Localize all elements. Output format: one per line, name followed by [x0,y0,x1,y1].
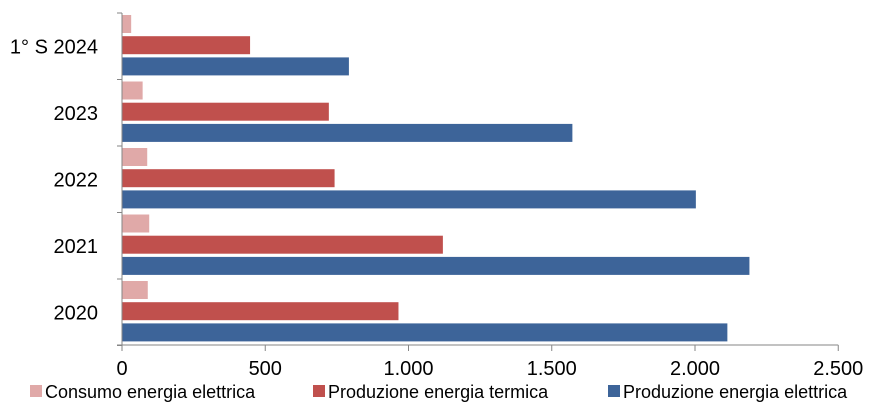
bars-layer [122,15,750,342]
x-tick-label: 2.500 [813,358,863,380]
bar-3-2 [122,123,573,142]
x-tick-label: 0 [116,358,127,380]
legend: Consumo energia elettrica Produzione ener… [30,382,848,402]
x-tick-label: 500 [249,358,282,380]
axis-layer [117,12,839,351]
x-tick-label: 1.000 [383,358,433,380]
bar-2-3 [122,169,335,188]
bar-2-2 [122,102,329,121]
legend-swatch [30,385,42,397]
category-label: 2023 [54,103,99,125]
bar-3-4 [122,256,750,275]
x-tick-label: 2.000 [670,358,720,380]
legend-swatch [313,385,325,397]
bar-2-4 [122,235,443,254]
bar-2-1 [122,36,251,55]
bar-1-4 [122,214,150,233]
category-label: 1° S 2024 [10,36,98,58]
category-label: 2021 [54,236,99,258]
bar-2-5 [122,302,399,321]
bar-3-5 [122,323,728,342]
bar-1-3 [122,148,148,166]
bar-3-1 [122,57,349,76]
legend-swatch [608,385,620,397]
category-label: 2020 [54,302,99,324]
bar-1-1 [122,15,132,33]
legend-label: Produzione energia termica [328,382,549,402]
legend-label: Produzione energia elettrica [623,382,848,402]
bar-3-3 [122,190,696,209]
bar-1-2 [122,81,143,100]
bar-1-5 [122,281,148,299]
category-label: 2022 [54,169,99,191]
legend-label: Consumo energia elettrica [45,382,256,402]
x-tick-label: 1.500 [527,358,577,380]
labels-layer: 1° S 2024 2023 2022 2021 2020 0 500 1.000 1.500 2… [10,36,863,380]
